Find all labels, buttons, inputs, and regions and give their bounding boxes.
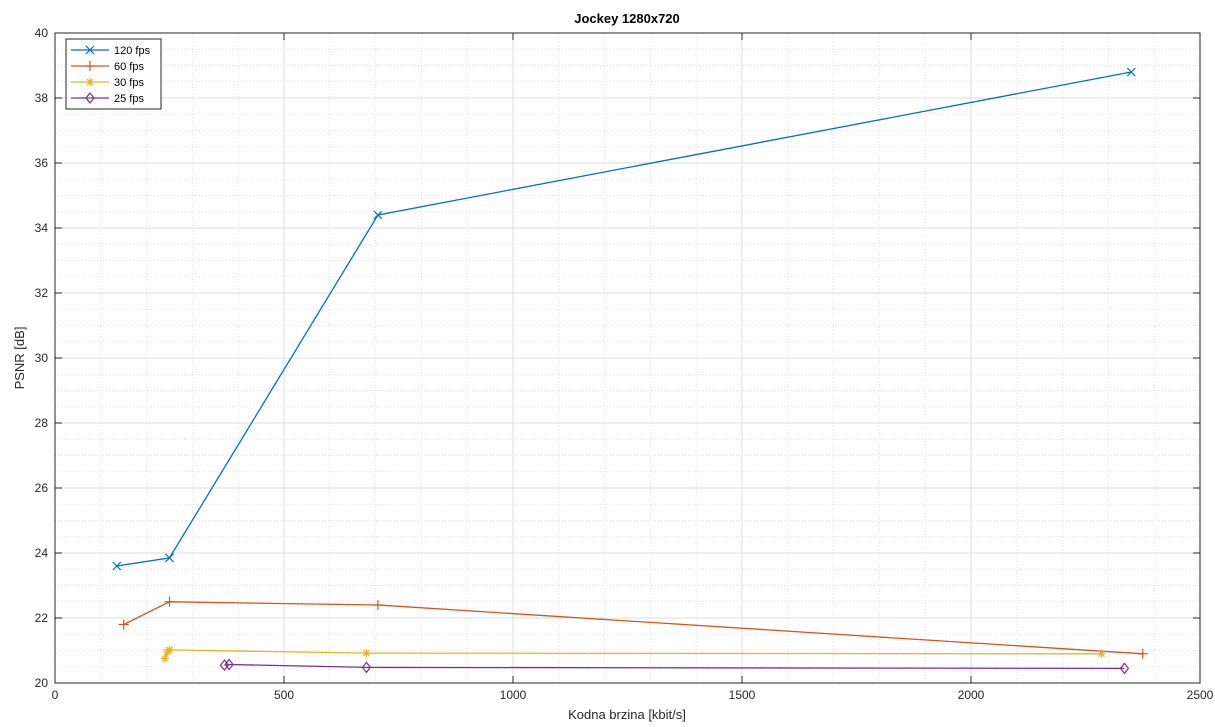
data-point [85, 45, 95, 55]
y-tick-label: 38 [35, 91, 49, 105]
data-point [224, 658, 234, 671]
x-tick-label: 500 [274, 688, 294, 702]
data-point [165, 645, 174, 654]
series-1 [112, 67, 1136, 571]
series-group [112, 67, 1148, 675]
x-axis-label: Kodna brzina [kbit/s] [568, 707, 686, 722]
data-point [118, 619, 129, 630]
x-tick-label: 1000 [500, 688, 527, 702]
data-point [373, 210, 383, 220]
data-point [361, 661, 372, 674]
series-line [224, 663, 1125, 670]
y-tick-label: 26 [35, 481, 49, 495]
legend-label: 30 fps [114, 77, 144, 89]
data-point [219, 659, 230, 672]
data-point [86, 78, 94, 86]
legend-box [65, 38, 162, 110]
y-tick-label: 30 [35, 351, 49, 365]
legend-label: 25 fps [114, 93, 144, 105]
series-3 [160, 645, 1106, 663]
data-point [85, 61, 95, 71]
series-line [116, 71, 1132, 567]
series-2 [118, 596, 1148, 659]
legend-label: 120 fps [114, 45, 151, 57]
legend-item: 25 fps [71, 92, 144, 105]
x-tick-label: 0 [52, 688, 59, 702]
y-tick-label: 34 [35, 221, 49, 235]
legend-label: 60 fps [114, 61, 144, 73]
y-tick-label: 20 [35, 676, 49, 690]
series-4 [219, 658, 1130, 675]
chart-title: Jockey 1280x720 [574, 11, 680, 26]
data-point [362, 649, 371, 658]
x-tick-label: 1500 [729, 688, 756, 702]
data-point [164, 596, 175, 607]
y-axis-label: PSNR [dB] [12, 327, 27, 390]
data-point [112, 561, 122, 571]
y-tick-label: 40 [35, 26, 49, 40]
data-point [1126, 67, 1136, 77]
legend-item: 30 fps [71, 77, 144, 89]
y-tick-label: 24 [35, 546, 49, 560]
legend: 120 fps 60 fps 30 fps 25 fps [65, 38, 162, 110]
x-tick-label: 2500 [1187, 688, 1214, 702]
y-tick-label: 36 [35, 156, 49, 170]
legend-item: 60 fps [71, 61, 144, 73]
data-point [1119, 662, 1130, 675]
legend-item: 120 fps [71, 45, 151, 57]
series-line [123, 601, 1143, 655]
data-point [1137, 648, 1148, 659]
data-point [160, 654, 169, 663]
data-point [165, 553, 174, 563]
data-point [85, 92, 95, 104]
data-point [372, 600, 383, 610]
y-tick-label: 22 [35, 611, 49, 625]
y-tick-label: 32 [35, 286, 49, 300]
data-point [1097, 649, 1106, 658]
tick-group: 0 500 1000 1500 2000 2500 20 22 24 26 28 30 32 34 36 38… [35, 26, 1214, 702]
y-tick-label: 28 [35, 416, 49, 430]
x-tick-label: 2000 [958, 688, 985, 702]
